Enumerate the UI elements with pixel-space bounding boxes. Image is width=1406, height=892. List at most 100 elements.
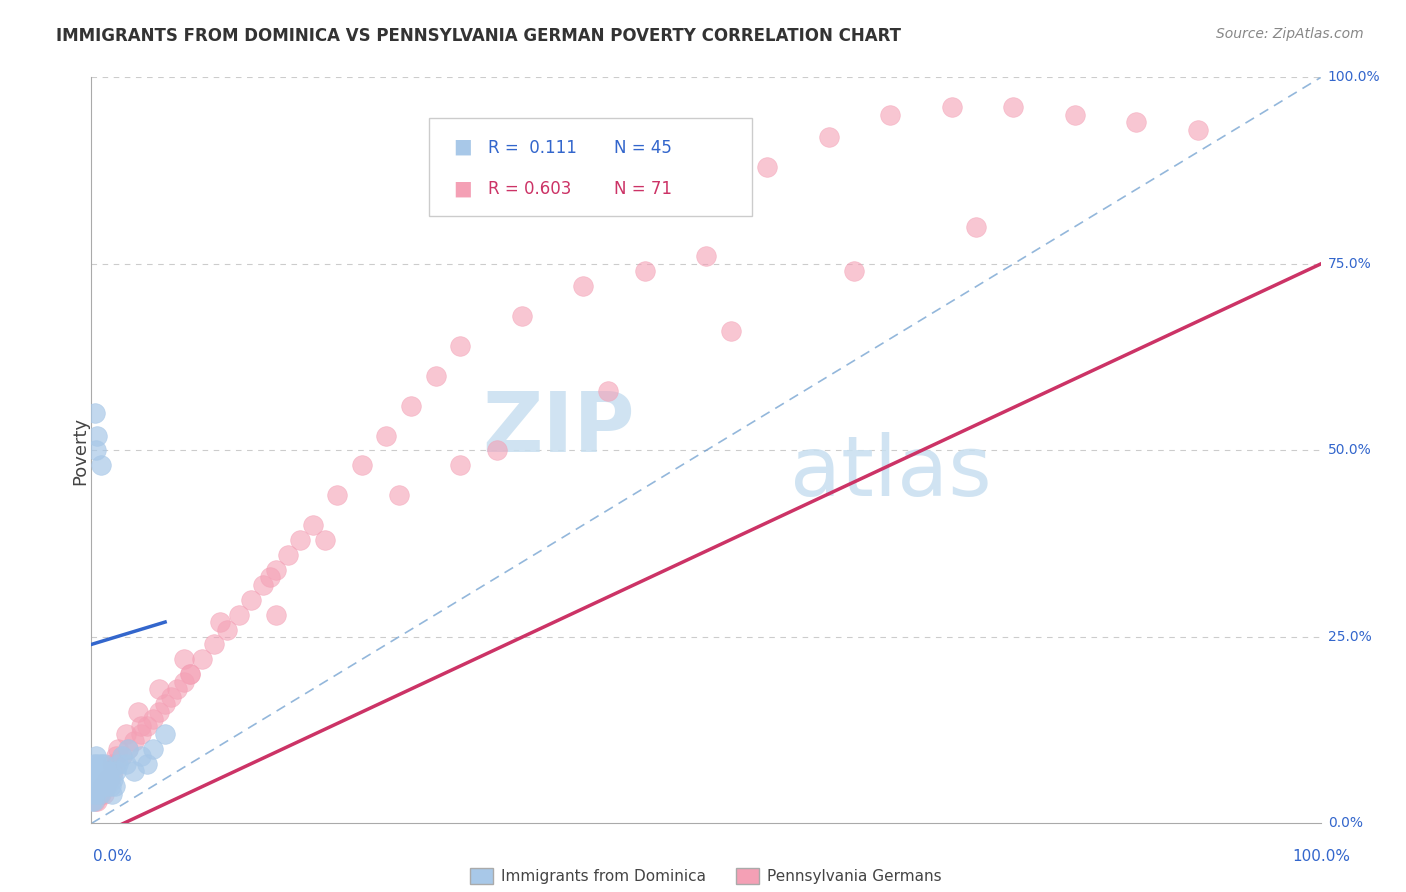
Point [93, 787, 115, 801]
Point [82, 787, 104, 801]
Text: 100.0%: 100.0% [1327, 70, 1381, 85]
Point [449, 339, 471, 353]
Point [191, 652, 214, 666]
Point [695, 250, 717, 264]
Point [153, 727, 176, 741]
Point [89, 772, 111, 786]
Point [277, 548, 299, 562]
Point [89, 787, 111, 801]
Text: R = 0.603: R = 0.603 [488, 180, 571, 198]
Point [83, 756, 105, 771]
Text: 75.0%: 75.0% [1327, 257, 1371, 271]
Point [1002, 100, 1025, 114]
Point [142, 742, 165, 756]
Point [375, 428, 398, 442]
Text: 50.0%: 50.0% [1327, 443, 1371, 458]
Point [1063, 108, 1085, 122]
Point [215, 623, 238, 637]
Point [160, 690, 183, 704]
Point [756, 160, 779, 174]
Point [94, 764, 117, 779]
Point [966, 219, 988, 234]
Point [388, 488, 411, 502]
Text: ZIP: ZIP [482, 388, 634, 468]
Text: R =  0.111: R = 0.111 [488, 138, 576, 156]
Point [86, 772, 108, 786]
Point [135, 756, 157, 771]
Point [82, 779, 104, 793]
Point [84, 443, 107, 458]
Point [486, 443, 509, 458]
Point [100, 779, 122, 793]
Point [129, 719, 152, 733]
Text: N = 71: N = 71 [614, 180, 672, 198]
Point [86, 756, 108, 771]
Point [87, 787, 110, 801]
Point [572, 279, 595, 293]
Point [94, 779, 117, 793]
Point [179, 667, 201, 681]
Point [84, 406, 107, 420]
Point [97, 772, 120, 786]
Point [129, 749, 152, 764]
Point [228, 607, 250, 622]
Point [252, 578, 274, 592]
Point [173, 652, 195, 666]
Point [240, 592, 263, 607]
Point [103, 772, 125, 786]
Point [173, 674, 195, 689]
Point [148, 682, 170, 697]
Text: ▪: ▪ [453, 133, 472, 162]
Point [104, 756, 127, 771]
Point [83, 764, 105, 779]
Point [84, 787, 107, 801]
Text: 100.0%: 100.0% [1292, 849, 1351, 863]
Point [104, 779, 127, 793]
Point [87, 779, 110, 793]
Text: 0.0%: 0.0% [93, 849, 132, 863]
Point [91, 779, 114, 793]
Point [127, 705, 149, 719]
Point [96, 772, 118, 786]
Point [879, 108, 901, 122]
Point [98, 772, 121, 786]
Point [80, 794, 103, 808]
Point [104, 764, 127, 779]
Point [633, 264, 655, 278]
Point [425, 368, 447, 383]
Point [301, 518, 323, 533]
Point [264, 607, 287, 622]
Point [87, 764, 110, 779]
Point [91, 779, 114, 793]
Text: Source: ZipAtlas.com: Source: ZipAtlas.com [1216, 27, 1364, 41]
Point [510, 309, 533, 323]
Y-axis label: Poverty: Poverty [72, 417, 89, 484]
Point [111, 749, 134, 764]
Point [83, 794, 105, 808]
Point [135, 719, 157, 733]
Point [117, 742, 139, 756]
Text: 25.0%: 25.0% [1327, 630, 1371, 644]
Point [107, 756, 129, 771]
Point [94, 772, 117, 786]
Point [91, 772, 114, 786]
Text: IMMIGRANTS FROM DOMINICA VS PENNSYLVANIA GERMAN POVERTY CORRELATION CHART: IMMIGRANTS FROM DOMINICA VS PENNSYLVANIA… [56, 27, 901, 45]
Point [114, 727, 136, 741]
Point [124, 764, 146, 779]
Text: 0.0%: 0.0% [1327, 816, 1362, 830]
Point [86, 428, 108, 442]
Point [596, 384, 619, 398]
Text: atlas: atlas [790, 433, 991, 513]
Point [84, 794, 107, 808]
Point [148, 705, 170, 719]
Point [1187, 122, 1209, 136]
Point [101, 787, 124, 801]
Point [941, 100, 963, 114]
Point [114, 756, 136, 771]
Point [259, 570, 281, 584]
Point [842, 264, 865, 278]
Point [166, 682, 188, 697]
Point [449, 458, 471, 473]
Point [129, 727, 152, 741]
Point [101, 756, 124, 771]
